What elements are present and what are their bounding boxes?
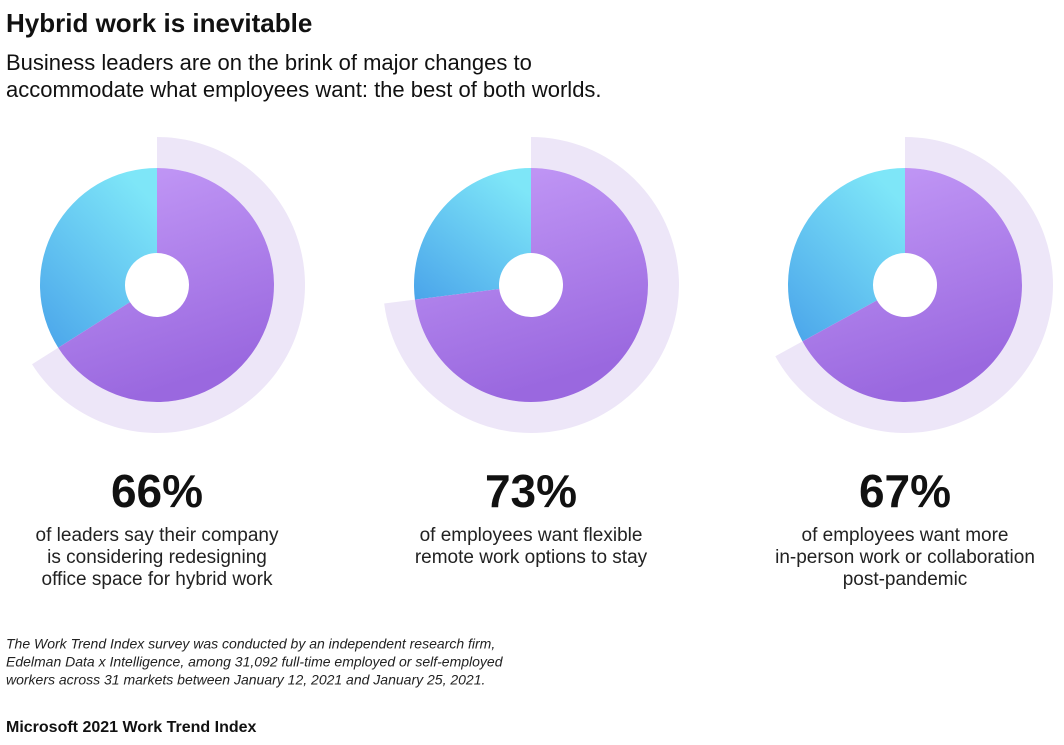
caption: office space for hybrid work xyxy=(42,569,273,590)
footnote: workers across 31 markets between Januar… xyxy=(6,672,485,688)
caption: of employees want flexible xyxy=(420,525,643,546)
caption: in-person work or collaboration xyxy=(775,547,1035,568)
caption: of employees want more xyxy=(802,525,1009,546)
remainder-segment xyxy=(788,168,905,342)
value-label: 73% xyxy=(485,465,577,517)
value-label: 67% xyxy=(859,465,951,517)
remainder-segment xyxy=(414,168,531,300)
value-segment xyxy=(58,168,274,402)
caption: is considering redesigning xyxy=(47,547,267,568)
remainder-segment xyxy=(39,168,157,348)
title: Hybrid work is inevitable xyxy=(6,8,312,38)
value-segment xyxy=(414,168,648,403)
footnote: The Work Trend Index survey was conducte… xyxy=(6,636,495,652)
footnote: Edelman Data x Intelligence, among 31,09… xyxy=(6,654,504,670)
caption: post-pandemic xyxy=(843,569,968,590)
value-label: 66% xyxy=(111,465,203,517)
subtitle: Business leaders are on the brink of maj… xyxy=(6,50,532,75)
source: Microsoft 2021 Work Trend Index xyxy=(6,719,257,736)
caption: of leaders say their company xyxy=(36,525,279,546)
value-segment xyxy=(802,168,1022,402)
caption: remote work options to stay xyxy=(415,547,648,568)
subtitle: accommodate what employees want: the bes… xyxy=(6,77,602,102)
